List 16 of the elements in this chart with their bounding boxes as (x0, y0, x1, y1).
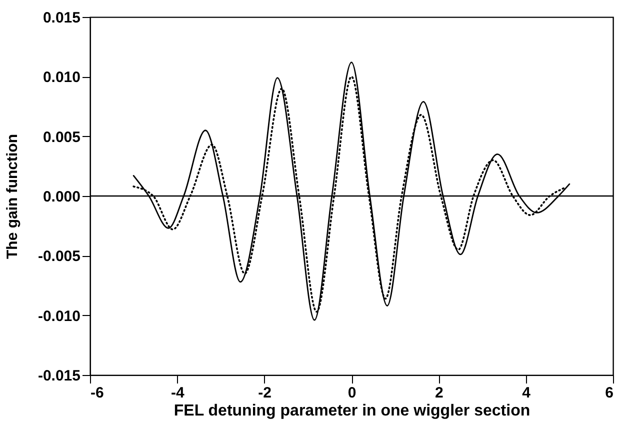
y-tick-label: 0.015 (42, 10, 80, 26)
y-axis-title: The gain function (4, 134, 21, 259)
y-tick-label: -0.015 (38, 368, 80, 384)
x-tick-label: 2 (434, 384, 444, 402)
x-tick-label: 0 (348, 384, 356, 402)
x-tick-label: -4 (170, 384, 185, 402)
x-axis-title: FEL detuning parameter in one wiggler section (174, 402, 530, 420)
x-tick-label: 4 (522, 384, 532, 402)
x-tick-label: -2 (258, 384, 272, 402)
y-tick-label: 0.010 (42, 69, 80, 86)
x-tick-label: -6 (90, 384, 104, 402)
x-tick-label: 6 (605, 384, 614, 402)
y-tick-label: -0.005 (38, 248, 80, 266)
y-tick-label: 0.005 (42, 128, 80, 146)
y-tick-label: 0.000 (42, 188, 80, 206)
y-tick-label: -0.010 (38, 308, 80, 325)
